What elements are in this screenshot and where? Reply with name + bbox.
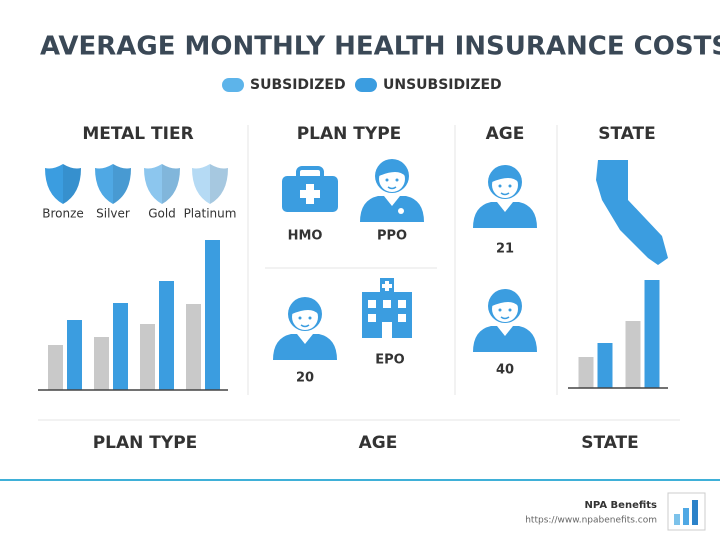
section-title: METAL TIER [82, 124, 193, 144]
person-icon [472, 288, 538, 353]
bar [67, 320, 82, 390]
category-label: Bronze [42, 207, 84, 221]
plan-label: EPO [375, 353, 404, 368]
bar [205, 240, 220, 390]
bar [186, 304, 201, 390]
dividers [38, 125, 680, 421]
section-title: STATE [598, 124, 656, 144]
bar [578, 357, 594, 388]
bottom-label: STATE [581, 433, 639, 453]
age-label: 20 [296, 371, 314, 386]
bar [113, 303, 128, 390]
medical-kit-icon [282, 166, 338, 212]
category-label: Gold [148, 207, 176, 221]
category-label: Platinum [184, 207, 237, 221]
title: AVERAGE MONTHLY HEALTH INSURANCE COSTS [40, 32, 720, 62]
footer-logo [667, 492, 706, 531]
legend-label: SUBSIDIZED [250, 77, 346, 93]
shields [45, 164, 228, 204]
state-map [596, 160, 668, 265]
legend-swatch [355, 78, 377, 92]
person-icon [272, 296, 338, 361]
bar [625, 321, 641, 388]
bar [597, 343, 613, 388]
bottom-label: AGE [359, 433, 398, 453]
hospital-icon [362, 278, 412, 338]
legend-label: UNSUBSIDIZED [383, 77, 502, 93]
footer-url: https://www.npabenefits.com [525, 516, 657, 526]
person-icon [472, 164, 538, 229]
footer-brand: NPA Benefits [585, 500, 657, 511]
age-label: 40 [496, 363, 514, 378]
plan-label: HMO [288, 229, 323, 244]
bar [94, 337, 109, 390]
plan-label: PPO [377, 229, 407, 244]
age-label: 21 [496, 242, 514, 257]
bottom-label: PLAN TYPE [93, 433, 198, 453]
category-label: Silver [96, 207, 130, 221]
section-title: PLAN TYPE [297, 124, 402, 144]
legend-swatch [222, 78, 244, 92]
bar [644, 280, 660, 388]
bar [48, 345, 63, 390]
bar [159, 281, 174, 390]
doctor-icon [359, 158, 425, 223]
bar [140, 324, 155, 390]
section-title: AGE [486, 124, 525, 144]
